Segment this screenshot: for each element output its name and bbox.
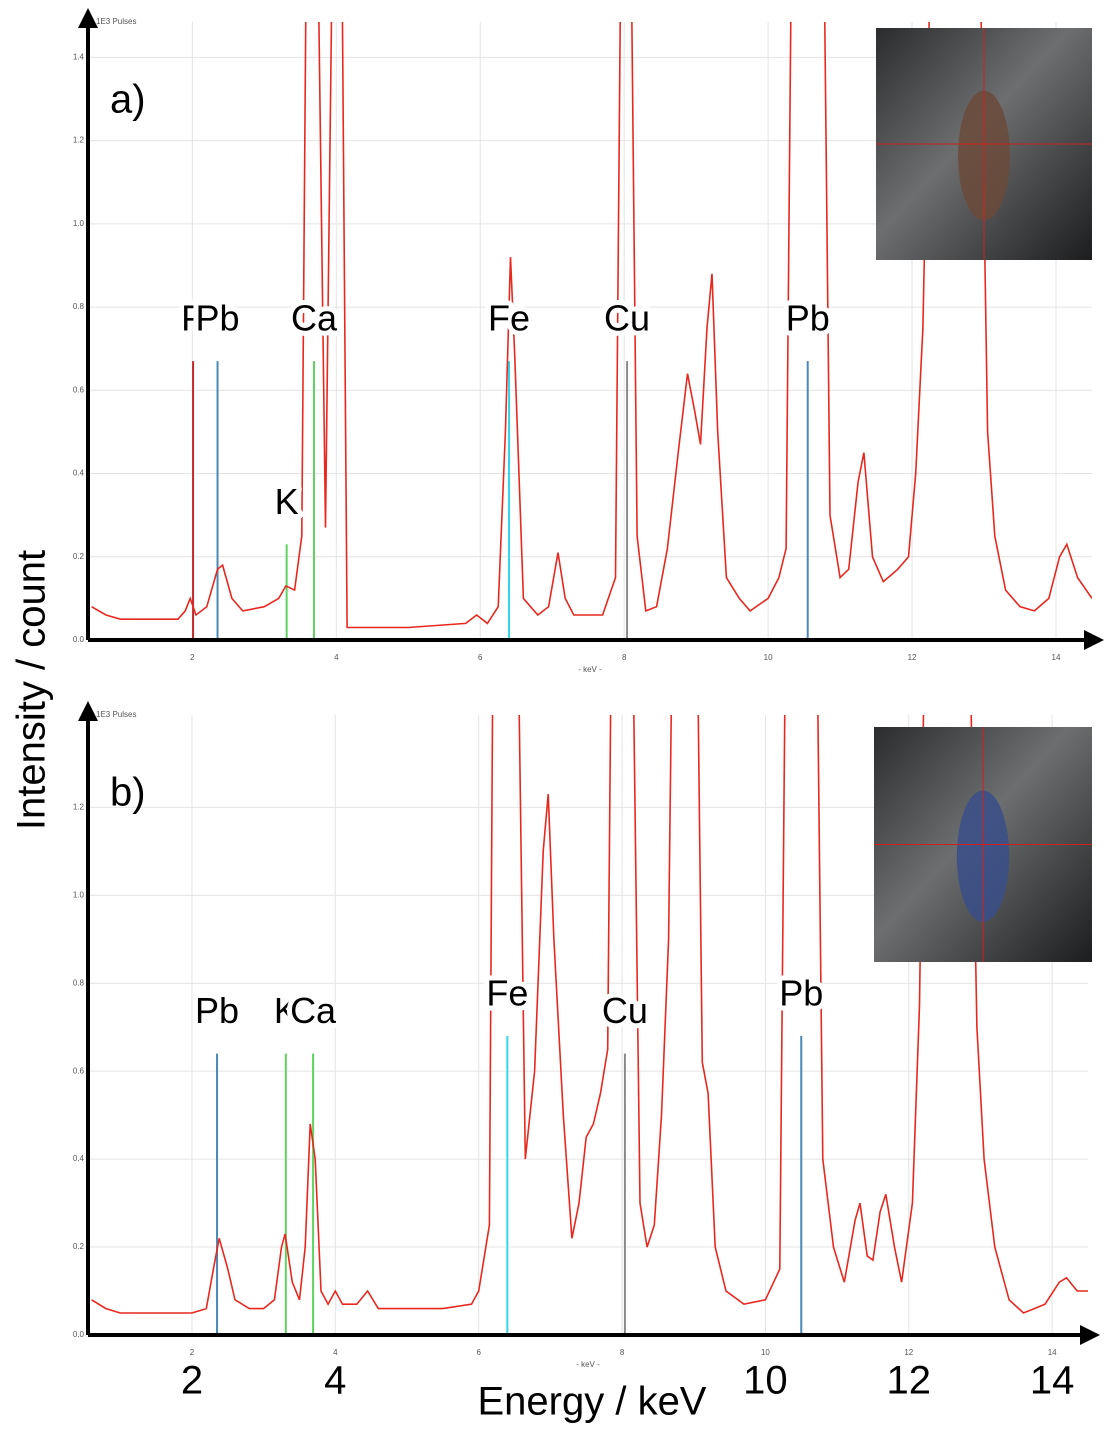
element-label: Pb: [786, 298, 830, 339]
element-label: Fe: [488, 298, 530, 339]
element-label: Pb: [779, 973, 823, 1014]
y-tick-label: 1.0: [73, 890, 85, 899]
element-label: Pb: [196, 298, 240, 339]
panel-label: a): [110, 78, 146, 122]
y-tick-label: 0.4: [73, 1154, 85, 1163]
x-tick-label: 2: [190, 1348, 195, 1357]
y-tick-label: 0.6: [73, 385, 85, 394]
big-x-tick-label: 4: [324, 1359, 346, 1403]
element-label: Cu: [604, 298, 650, 339]
x-axis-title: Energy / keV: [477, 1380, 706, 1424]
element-label: Ca: [290, 990, 337, 1031]
x-tick-label: 14: [1048, 1348, 1057, 1357]
big-x-tick-label: 10: [743, 1359, 788, 1403]
x-tick-label: 6: [478, 653, 483, 662]
x-tick-label: 14: [1052, 653, 1061, 662]
y-tick-label: 0.2: [73, 1242, 85, 1251]
big-x-tick-label: 2: [181, 1359, 203, 1403]
x-tick-label: 4: [334, 653, 339, 662]
big-x-tick-label: 12: [887, 1359, 932, 1403]
y-tick-label: 1.4: [73, 52, 85, 61]
y-unit-label: 1E3 Pulses: [96, 710, 136, 719]
x-tick-label: 10: [761, 1348, 770, 1357]
x-tick-label: 10: [764, 653, 773, 662]
y-tick-label: 0.2: [73, 552, 85, 561]
x-tick-label: 4: [333, 1348, 338, 1357]
x-unit-label: - keV -: [576, 1360, 600, 1369]
y-tick-label: 0.0: [73, 635, 85, 644]
y-tick-label: 1.2: [73, 802, 85, 811]
y-tick-label: 0.8: [73, 302, 85, 311]
spectrum: [91, 22, 1092, 629]
panel: 0.0 0.2 0.4 0.6 0.8 1.0 1.2 2 4 6 8 10 12 14 1E3 Pulse…: [73, 701, 1100, 1369]
element-label: K: [274, 990, 298, 1031]
y-tick-label: 1.2: [73, 136, 85, 145]
y-axis-title: Intensity / count: [10, 550, 54, 830]
element-label: Fe: [486, 973, 528, 1014]
panel-label: b): [110, 771, 146, 815]
big-x-tick-label: 14: [1030, 1359, 1075, 1403]
element-label: Cu: [602, 990, 648, 1031]
element-label: Pb: [195, 990, 239, 1031]
panel: 0.0 0.2 0.4 0.6 0.8 1.0 1.2 1.4 2 4 6 8 10 12 14 1E3 Pu…: [73, 8, 1104, 674]
element-label: Ca: [291, 298, 338, 339]
x-tick-label: 12: [904, 1348, 913, 1357]
element-label: P: [181, 298, 205, 339]
x-tick-label: 6: [476, 1348, 481, 1357]
x-tick-label: 2: [190, 653, 195, 662]
element-label: K: [275, 481, 299, 522]
y-tick-label: 1.0: [73, 219, 85, 228]
x-tick-label: 12: [908, 653, 917, 662]
y-tick-label: 0.6: [73, 1066, 85, 1075]
spectrum: [91, 715, 1088, 1314]
y-unit-label: 1E3 Pulses: [96, 17, 136, 26]
x-unit-label: - keV -: [578, 665, 602, 674]
y-tick-label: 0.0: [73, 1330, 85, 1339]
x-tick-label: 8: [622, 653, 627, 662]
y-tick-label: 0.8: [73, 978, 85, 987]
x-tick-label: 8: [620, 1348, 625, 1357]
y-tick-label: 0.4: [73, 469, 85, 478]
